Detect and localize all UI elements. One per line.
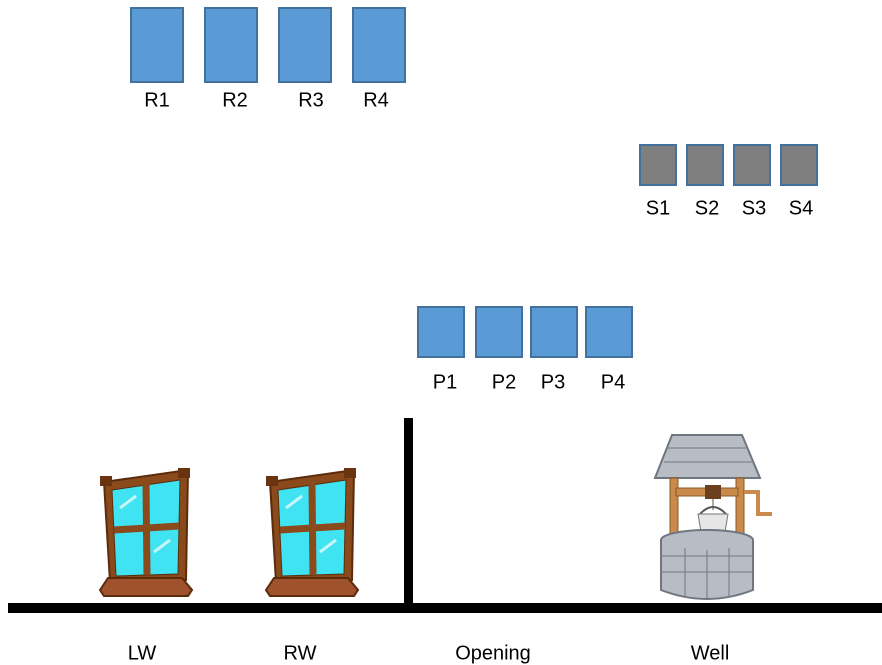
s-box [686,144,724,186]
object-label: RW [284,642,317,664]
p-box-label: P2 [492,371,516,393]
p-box [530,306,578,358]
object-label: LW [128,642,157,664]
r-box [352,7,406,83]
s-box-label: S2 [695,197,719,219]
p-box-label: P1 [433,371,457,393]
p-box [585,306,633,358]
s-box [639,144,677,186]
s-box [780,144,818,186]
s-box-label: S1 [646,197,670,219]
r-box [204,7,258,83]
r-box-label: R4 [363,89,389,111]
wall [404,418,413,608]
right-window [264,468,360,597]
p-box-label: P4 [601,371,625,393]
well [653,434,772,600]
r-box [130,7,184,83]
ground-line [8,603,882,613]
s-box [733,144,771,186]
r-box-label: R3 [298,89,324,111]
s-box-label: S3 [742,197,766,219]
r-box [278,7,332,83]
p-box-label: P3 [541,371,565,393]
r-box-label: R1 [144,89,170,111]
object-label: Well [691,642,730,664]
object-label: Opening [455,642,531,664]
left-window [98,468,194,597]
s-box-label: S4 [789,197,813,219]
p-box [417,306,465,358]
r-box-label: R2 [222,89,248,111]
p-box [475,306,523,358]
